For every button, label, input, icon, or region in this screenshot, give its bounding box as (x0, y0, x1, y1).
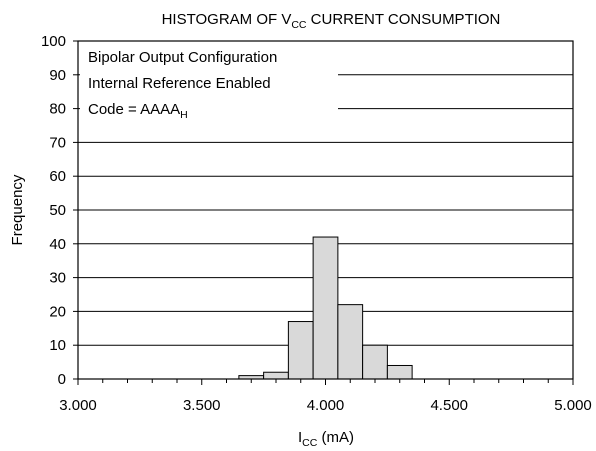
y-tick-label-0: 0 (58, 371, 66, 388)
x-axis-label: ICC (mA) (298, 429, 354, 449)
chart-title: HISTOGRAM OF VCC CURRENT CONSUMPTION (162, 11, 501, 31)
annotation-line-2: Internal Reference Enabled (88, 75, 271, 92)
y-tick-label-100: 100 (41, 33, 66, 50)
histogram-bar-2 (287, 321, 314, 380)
histogram-bar-4 (337, 304, 364, 380)
axis-ticks (73, 40, 574, 385)
histogram-bar-5 (362, 344, 388, 380)
annotation-line-1: Bipolar Output Configuration (88, 49, 277, 66)
annotation-mask (80, 42, 338, 126)
x-tick-label-5.000: 5.000 (554, 397, 592, 414)
y-tick-label-50: 50 (49, 202, 66, 219)
y-tick-label-90: 90 (49, 67, 66, 84)
y-tick-label-30: 30 (49, 270, 66, 287)
y-tick-label-20: 20 (49, 303, 66, 320)
histogram-bar-3 (312, 236, 339, 380)
y-tick-label-70: 70 (49, 134, 66, 151)
x-tick-label-3.000: 3.000 (59, 397, 97, 414)
y-tick-label-40: 40 (49, 236, 66, 253)
y-axis-label: Frequency (9, 174, 26, 245)
y-tick-label-60: 60 (49, 168, 66, 185)
x-tick-labels: 3.000 3.500 4.000 4.500 5.000 (59, 397, 592, 414)
y-tick-label-80: 80 (49, 101, 66, 118)
histogram-bar-1 (263, 371, 289, 380)
x-tick-label-3.500: 3.500 (183, 397, 221, 414)
x-tick-label-4.000: 4.000 (307, 397, 345, 414)
y-tick-labels: 0 10 20 30 40 50 60 70 80 90 100 (41, 33, 66, 388)
annotation-line-3: Code = AAAAH (88, 101, 188, 121)
x-tick-label-4.500: 4.500 (430, 397, 468, 414)
histogram-bar-6 (386, 364, 413, 380)
plot-frame (77, 40, 574, 380)
histogram-bars (238, 236, 413, 380)
y-tick-label-10: 10 (49, 337, 66, 354)
